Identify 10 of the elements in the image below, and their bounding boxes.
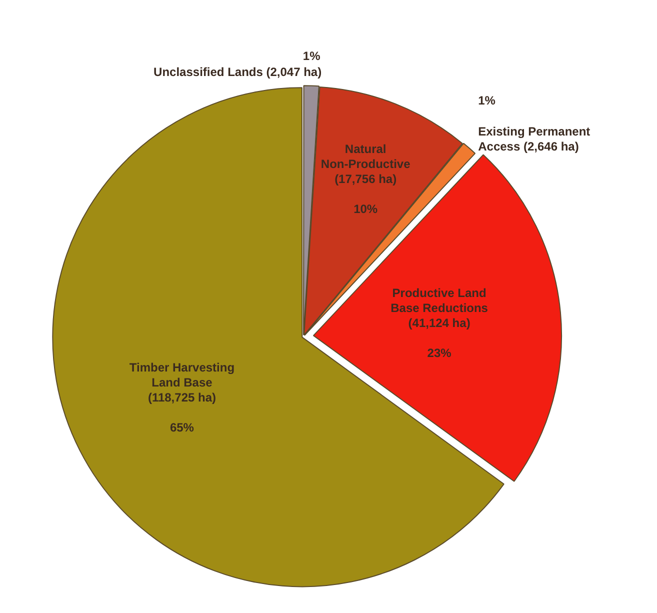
slice-label: Unclassified Lands (2,047 ha) — [154, 64, 322, 79]
data-label: 10% — [354, 202, 378, 216]
slice-label: Productive Land Base Reductions (41,124 ha) — [390, 286, 488, 330]
slice-label: Timber Harvesting Land Base (118,725 ha) — [129, 360, 235, 405]
slice-label: Existing Permanent Access (2,646 ha) — [478, 124, 590, 154]
data-label: 65% — [170, 420, 194, 435]
slice-label: Natural Non-Productive (17,756 ha) — [320, 142, 411, 186]
data-label: 23% — [427, 346, 452, 360]
data-label: 1% — [302, 48, 321, 63]
data-label: 1% — [478, 93, 496, 108]
